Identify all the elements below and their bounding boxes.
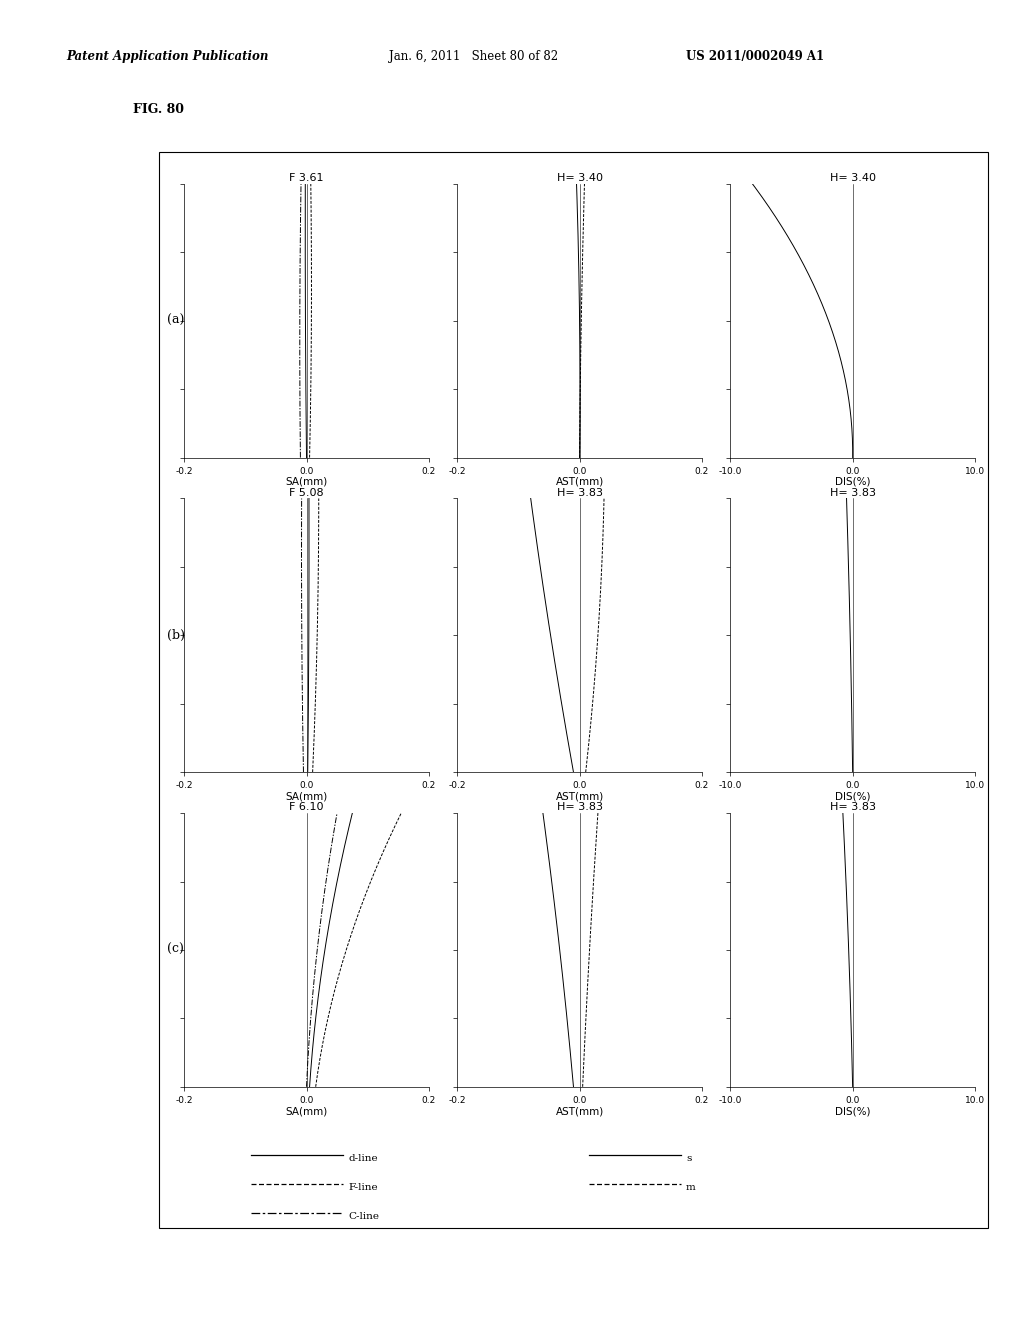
X-axis label: SA(mm): SA(mm) [286,792,328,801]
Text: s: s [686,1154,691,1163]
X-axis label: AST(mm): AST(mm) [555,1106,604,1117]
Title: F 3.61: F 3.61 [289,173,324,183]
X-axis label: AST(mm): AST(mm) [555,477,604,487]
X-axis label: SA(mm): SA(mm) [286,477,328,487]
X-axis label: DIS(%): DIS(%) [835,477,870,487]
Text: (c): (c) [167,944,183,957]
Title: H= 3.83: H= 3.83 [557,803,602,812]
Title: H= 3.40: H= 3.40 [557,173,602,183]
X-axis label: DIS(%): DIS(%) [835,792,870,801]
Text: d-line: d-line [348,1154,378,1163]
Title: H= 3.40: H= 3.40 [829,173,876,183]
Text: m: m [686,1183,696,1192]
X-axis label: DIS(%): DIS(%) [835,1106,870,1117]
Text: Patent Application Publication: Patent Application Publication [67,50,269,63]
Title: F 5.08: F 5.08 [289,487,324,498]
Text: F-line: F-line [348,1183,378,1192]
Text: FIG. 80: FIG. 80 [133,103,184,116]
X-axis label: AST(mm): AST(mm) [555,792,604,801]
X-axis label: SA(mm): SA(mm) [286,1106,328,1117]
Title: H= 3.83: H= 3.83 [829,803,876,812]
Text: US 2011/0002049 A1: US 2011/0002049 A1 [686,50,824,63]
Title: H= 3.83: H= 3.83 [557,487,602,498]
Text: (b): (b) [167,628,185,642]
Text: Jan. 6, 2011   Sheet 80 of 82: Jan. 6, 2011 Sheet 80 of 82 [389,50,558,63]
Title: H= 3.83: H= 3.83 [829,487,876,498]
Text: (a): (a) [167,314,184,327]
Text: C-line: C-line [348,1212,379,1221]
Title: F 6.10: F 6.10 [289,803,324,812]
